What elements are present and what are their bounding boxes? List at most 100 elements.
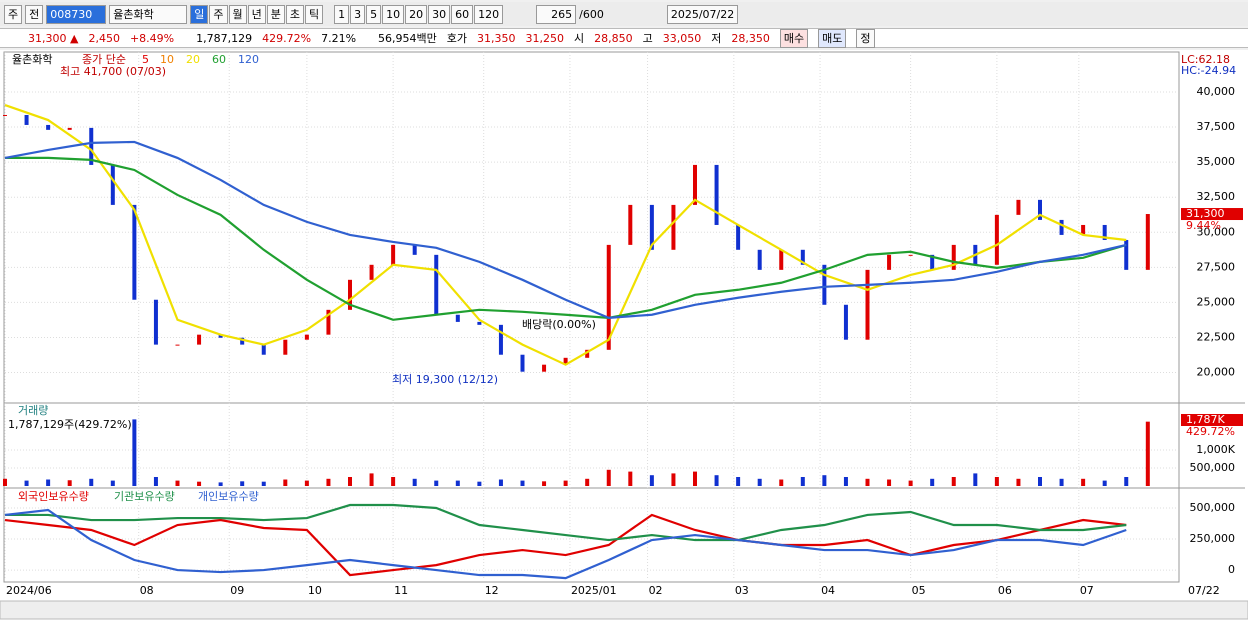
candle [930,254,935,270]
volume-bar [1059,478,1064,486]
annotation-high: 최고 41,700 (07/03) [60,65,166,78]
candle [218,334,223,338]
volume-bar [477,481,482,486]
prev[interactable]: 전 [25,4,44,24]
candle [1145,214,1150,270]
toolbar-button[interactable]: 틱 [305,4,324,24]
volume: 1,787,129 [196,31,253,45]
candle [240,337,245,345]
toolbar-button[interactable]: 월 [228,4,247,24]
toolbar-button[interactable]: 1 [334,4,350,24]
volume-bar [240,481,245,486]
lc: LC:62.18 [1181,53,1230,66]
candle [89,127,94,165]
volume-bar [46,479,51,486]
toolbar-button[interactable]: 60 [451,4,474,24]
volume-subtitle: 1,787,129주(429.72%) [8,418,132,431]
fix-button[interactable]: 정 [856,28,875,48]
volume-bar [951,477,956,486]
legend-entry: 기관보유수량 [114,490,175,503]
legend-entry: 외국인보유수량 [18,490,89,503]
candle [822,264,827,305]
volume-bar [606,469,611,486]
volume-bar [218,482,223,486]
candle [434,254,439,315]
buy-button[interactable]: 매수 [779,28,809,48]
annotation-dividend: 배당락(0.00%) [522,318,596,331]
candle [455,314,460,322]
frame [3,51,1180,583]
volume-bar [110,480,115,486]
candle [1124,239,1129,270]
toolbar-button[interactable]: 주 [209,4,228,24]
volume-bar [757,478,762,486]
volume-bar [994,477,999,486]
scrollbar[interactable] [0,600,1248,620]
date[interactable]: 2025/07/22 [666,4,739,24]
toolbar-button[interactable]: 초 [285,4,304,24]
y-tick-label: 40,000 [1197,85,1236,98]
volume-bar [865,478,870,486]
price-tag-rate: 9.44% [1186,219,1221,232]
volume-tag-rate: 429.72% [1186,425,1235,438]
legend-label: 종가 단순 [82,53,126,66]
toolbar-button[interactable]: 120 [474,4,504,24]
ma-line [4,103,1127,366]
candle [520,354,525,372]
x-tick-label: 02 [649,584,663,597]
toolbar-button[interactable]: 10 [382,4,405,24]
holding-line [4,508,1127,580]
x-tick-label: 2024/06 [6,584,52,597]
toolbar-button[interactable]: 5 [366,4,382,24]
y-tick-label: 500,000 [1190,461,1236,474]
volume-bar [3,478,7,486]
y-tick-label: 37,500 [1197,120,1236,133]
volume-bar [714,475,719,486]
y-tick-label: 35,000 [1197,155,1236,168]
toolbar-button[interactable]: 20 [405,4,428,24]
market[interactable]: 주 [4,4,23,24]
y-tick-label: 1,000K [1196,443,1235,456]
legend-entry: 60 [212,53,226,66]
price-tag-label: 31,300 [1186,207,1225,220]
price: 31,300 ▲ [28,32,78,45]
y-tick-label: 250,000 [1190,532,1236,545]
candle [628,204,633,245]
toolbar-button[interactable]: 년 [247,4,266,24]
candle [908,254,913,256]
candle [391,244,396,265]
toolbar-button[interactable]: 일 [190,4,209,24]
volume-bar [455,480,460,486]
y-tick-label: 500,000 [1190,501,1236,514]
candle [110,164,115,205]
hc: HC:-24.94 [1181,64,1236,77]
candle [153,299,158,345]
volume-bar [800,477,805,486]
sell-button[interactable]: 매도 [818,28,847,48]
code-input[interactable]: 008730 [46,4,107,24]
volume-bar [153,477,158,486]
volume-bar [24,480,29,486]
candle [887,254,892,270]
x-tick-label: 10 [308,584,322,597]
x-tick-label: 11 [394,584,408,597]
toolbar-button[interactable]: 분 [266,4,285,24]
turnover: 7.21% [321,31,357,45]
candle [412,244,417,255]
toolbar-button[interactable]: 3 [350,4,366,24]
candle [175,344,180,346]
toolbar-button[interactable]: 30 [428,4,451,24]
volume-tag [1181,414,1243,426]
candle [3,114,7,116]
candle [606,244,611,350]
volume-bar [434,480,439,486]
candle [498,324,503,355]
candle [951,244,956,270]
count[interactable]: 265 [536,4,577,24]
volume-bar [326,478,331,486]
volume-bar [1145,421,1150,486]
quote-bar: 31,300 ▲ 2,450 +8.49% 1,787,129 429.72% … [0,28,1248,48]
y-tick-label: 30,000 [1197,225,1236,238]
volume-bar [1124,477,1129,486]
